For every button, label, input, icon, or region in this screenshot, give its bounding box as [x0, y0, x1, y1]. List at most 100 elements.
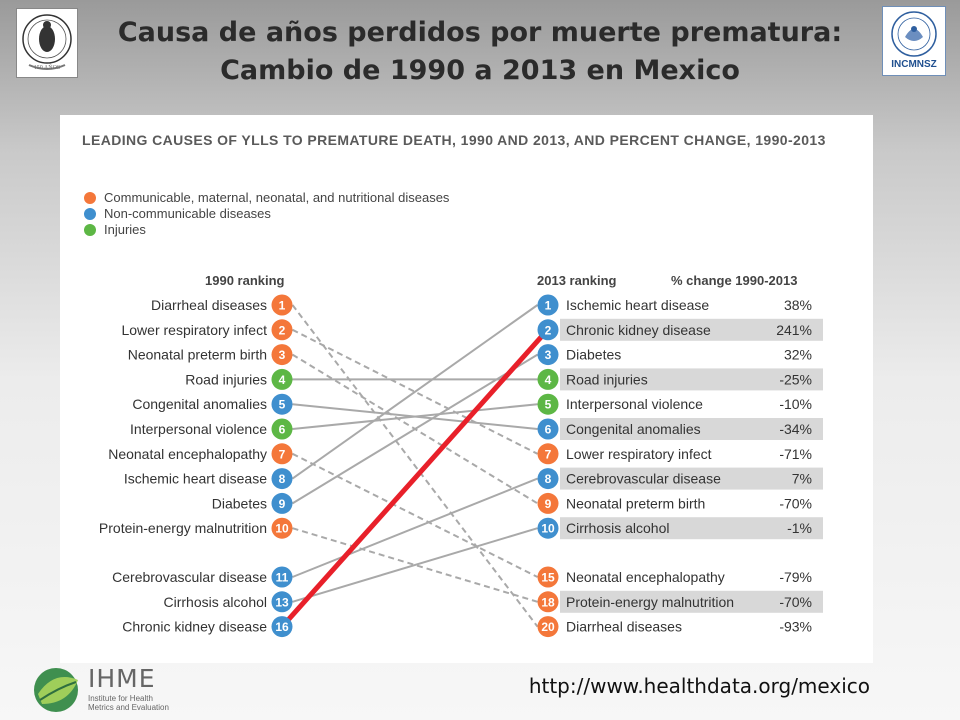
rank-number-1990: 11	[276, 571, 289, 585]
rank-dot-2013	[537, 616, 559, 638]
cause-label-1990: Diabetes	[212, 495, 267, 511]
rank-dot-1990	[271, 294, 293, 316]
percent-change-label: -34%	[779, 421, 812, 437]
rank-number-1990: 2	[279, 323, 286, 337]
source-url[interactable]: http://www.healthdata.org/mexico	[528, 674, 870, 698]
rank-dot-2013	[537, 517, 559, 539]
header-change: % change 1990-2013	[671, 273, 798, 288]
percent-change-label: 38%	[784, 297, 812, 313]
cause-label-2013: Cerebrovascular disease	[566, 471, 721, 487]
rank-number-1990: 5	[279, 398, 286, 412]
legend-label: Communicable, maternal, neonatal, and nu…	[104, 190, 450, 205]
rank-dot-2013	[537, 368, 559, 390]
percent-change-label: -1%	[787, 520, 812, 536]
cause-label-1990: Cerebrovascular disease	[112, 569, 267, 585]
right-logo: INCMNSZ	[882, 6, 946, 76]
row-band	[560, 590, 823, 613]
ihme-name: IHME	[88, 664, 156, 693]
ihme-subtitle: Institute for Health Metrics and Evaluat…	[88, 694, 169, 712]
rank-connector	[292, 527, 538, 603]
cause-label-1990: Road injuries	[185, 371, 267, 387]
slide-title-line1: Causa de años perdidos por muerte premat…	[117, 17, 843, 48]
rank-dot-1990	[271, 468, 293, 490]
percent-change-label: -79%	[779, 569, 812, 585]
seal-icon	[22, 14, 72, 70]
percent-change-label: -70%	[779, 495, 812, 511]
rank-number-2013: 9	[545, 497, 552, 511]
rank-connector	[292, 403, 538, 430]
rank-number-1990: 16	[275, 620, 289, 634]
cause-label-2013: Chronic kidney disease	[566, 322, 711, 338]
cause-label-2013: Congenital anomalies	[566, 421, 701, 437]
cause-label-1990: Interpersonal violence	[130, 421, 267, 437]
cause-label-1990: Congenital anomalies	[132, 396, 267, 412]
cause-label-2013: Neonatal encephalopathy	[566, 569, 725, 585]
rank-number-2013: 8	[545, 472, 552, 486]
rank-dot-2013	[537, 591, 559, 613]
cause-label-1990: Diarrheal diseases	[151, 297, 267, 313]
rank-number-1990: 1	[279, 299, 286, 313]
slide-title-line2: Cambio de 1990 a 2013 en Mexico	[220, 55, 740, 86]
legend-item-injuries: Injuries	[84, 222, 146, 237]
rank-connector	[292, 328, 538, 455]
row-band	[560, 368, 823, 391]
header-2013: 2013 ranking	[537, 273, 617, 288]
cause-label-2013: Lower respiratory infect	[566, 446, 712, 462]
row-band	[560, 318, 823, 341]
rank-dot-1990	[271, 443, 293, 465]
rank-dot-2013	[537, 294, 559, 316]
cause-label-1990: Chronic kidney disease	[122, 619, 267, 635]
percent-change-label: 7%	[792, 471, 812, 487]
rank-number-1990: 10	[275, 522, 289, 536]
highlight-arrow-line	[282, 332, 546, 627]
percent-change-label: -25%	[779, 371, 812, 387]
left-logo: 150 AÑOS	[16, 8, 78, 78]
rank-dot-2013	[537, 319, 559, 341]
rank-dot-1990	[271, 616, 293, 638]
rank-number-2013: 5	[545, 398, 552, 412]
chart-panel: LEADING CAUSES OF YLLS TO PREMATURE DEAT…	[60, 115, 873, 663]
rank-dot-2013	[537, 344, 559, 366]
rank-number-1990: 8	[279, 472, 286, 486]
rank-dot-1990	[271, 393, 293, 415]
legend-swatch	[84, 208, 96, 220]
institute-seal-icon	[891, 11, 937, 57]
percent-change-label: -71%	[779, 446, 812, 462]
rank-connector	[291, 304, 539, 480]
rank-number-1990: 6	[279, 423, 286, 437]
cause-label-1990: Neonatal encephalopathy	[108, 446, 267, 462]
rank-dot-1990	[271, 368, 293, 390]
rank-connector	[291, 304, 539, 628]
rank-dot-1990	[271, 492, 293, 514]
right-logo-text: INCMNSZ	[891, 59, 937, 70]
rank-dot-1990	[271, 517, 293, 539]
cause-label-2013: Diabetes	[566, 347, 621, 363]
percent-change-label: -10%	[779, 396, 812, 412]
rank-dot-2013	[537, 566, 559, 588]
row-band	[560, 467, 823, 490]
legend-label: Injuries	[104, 222, 146, 237]
rank-connector	[292, 452, 538, 578]
cause-label-2013: Protein-energy malnutrition	[566, 594, 734, 610]
cause-label-2013: Cirrhosis alcohol	[566, 520, 669, 536]
rank-number-1990: 7	[279, 447, 286, 461]
rank-number-2013: 10	[541, 522, 555, 536]
cause-label-1990: Ischemic heart disease	[124, 471, 267, 487]
rank-dot-2013	[537, 443, 559, 465]
cause-label-1990: Lower respiratory infect	[121, 322, 267, 338]
rank-number-2013: 15	[541, 571, 555, 585]
percent-change-label: 32%	[784, 347, 812, 363]
left-logo-text: 150 AÑOS	[33, 65, 61, 71]
rank-number-2013: 2	[545, 323, 552, 337]
legend-swatch	[84, 224, 96, 236]
percent-change-label: -70%	[779, 594, 812, 610]
rank-dot-1990	[271, 319, 293, 341]
rank-number-2013: 7	[545, 447, 552, 461]
rank-number-1990: 4	[279, 373, 286, 387]
legend-item-communicable: Communicable, maternal, neonatal, and nu…	[84, 190, 449, 205]
rank-dot-2013	[537, 393, 559, 415]
cause-label-2013: Interpersonal violence	[566, 396, 703, 412]
rank-number-1990: 3	[279, 348, 286, 362]
cause-label-2013: Ischemic heart disease	[566, 297, 709, 313]
rank-dot-2013	[537, 418, 559, 440]
